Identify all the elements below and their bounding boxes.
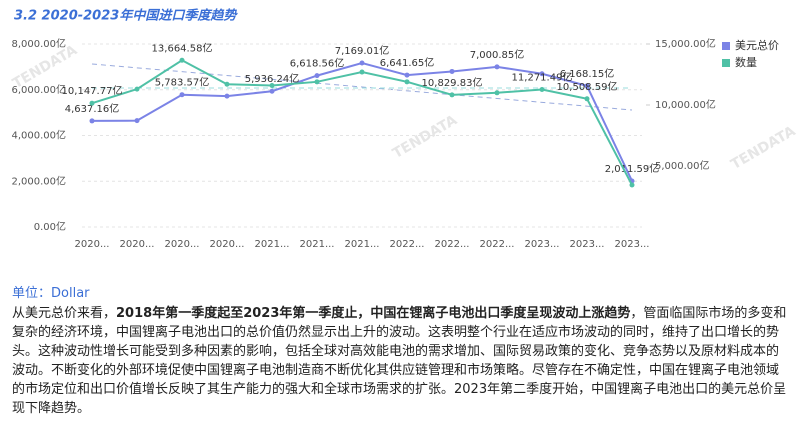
data-label: 11,271.49亿 — [512, 70, 573, 83]
data-point — [269, 88, 275, 94]
x-tick-label: 2023... — [525, 239, 560, 250]
y-tick-label: 2,000.00亿 — [11, 174, 66, 187]
x-tick-label: 2023... — [570, 239, 605, 250]
x-tick-label: 2022... — [435, 239, 470, 250]
legend-swatch — [722, 59, 730, 67]
y2-tick-label: 10,000.00亿 — [655, 98, 716, 111]
data-point — [494, 90, 500, 96]
unit-label: 单位：Dollar — [12, 286, 90, 301]
x-tick-label: 2021... — [345, 239, 380, 250]
data-label: 7,000.85亿 — [470, 48, 525, 61]
data-point — [404, 72, 410, 78]
x-tick-label: 2020... — [75, 239, 110, 250]
data-point — [269, 82, 275, 88]
x-tick-label: 2021... — [300, 239, 335, 250]
trend-line — [91, 63, 633, 111]
bold-text: 2018年第一季度起至2023年第一季度止，中国在锂离子电池出口季度呈现波动上涨… — [116, 306, 631, 321]
data-point — [359, 60, 365, 66]
legend-label: 数量 — [735, 56, 757, 69]
data-point — [539, 71, 545, 77]
document: 单位：Dollar 从美元总价来看，2018年第一季度起至2023年第一季度止，… — [12, 284, 788, 418]
y2-tick-label: 5,000.00亿 — [655, 159, 710, 172]
y-tick-label: 8,000.00亿 — [11, 37, 66, 50]
data-label: 5,936.24亿 — [245, 72, 300, 85]
data-point — [629, 182, 635, 188]
x-tick-label: 2022... — [390, 239, 425, 250]
data-point — [224, 93, 230, 99]
data-point — [89, 118, 95, 124]
data-point — [89, 100, 95, 106]
x-tick-label: 2023... — [615, 239, 650, 250]
y2-tick-label: 15,000.00亿 — [655, 37, 716, 50]
data-point — [494, 64, 500, 70]
data-point — [449, 68, 455, 74]
y-tick-label: 6,000.00亿 — [11, 83, 66, 96]
data-label: 10,829.83亿 — [422, 76, 483, 89]
data-label: 10,508.59亿 — [557, 80, 618, 93]
data-point — [404, 79, 410, 85]
text: 从美元总价来看， — [12, 306, 117, 321]
data-label: 6,641.65亿 — [380, 56, 435, 69]
text: ，管面临国际市场的多变和复杂的经济环境，中国锂离子电池出口的总价值仍然显示出上升… — [12, 306, 787, 416]
data-label: 13,664.58亿 — [152, 41, 213, 54]
data-label: 2,011.59亿 — [605, 162, 660, 175]
chart: 3.2 2020-2023年中国进口季度趋势 TENDATA TENDATA T… — [10, 8, 798, 251]
data-point — [359, 69, 365, 75]
data-point — [134, 86, 140, 92]
x-tick-label: 2021... — [255, 239, 290, 250]
data-point — [179, 57, 185, 63]
data-point — [449, 92, 455, 98]
paragraph: 从美元总价来看，2018年第一季度起至2023年第一季度止，中国在锂离子电池出口… — [12, 304, 788, 418]
data-label: 10,147.77亿 — [62, 84, 123, 97]
x-tick-label: 2020... — [165, 239, 200, 250]
y-tick-label: 0.00亿 — [34, 220, 66, 233]
watermark: TENDATA — [390, 112, 460, 162]
legend-swatch — [722, 42, 730, 50]
data-label: 5,783.57亿 — [155, 76, 210, 89]
data-point — [179, 92, 185, 98]
data-label: 4,637.16亿 — [65, 102, 120, 115]
data-label: 6,618.56亿 — [290, 57, 345, 70]
data-label: 7,169.01亿 — [335, 44, 390, 57]
watermark: TENDATA — [728, 123, 798, 173]
data-point — [314, 73, 320, 79]
data-point — [224, 81, 230, 87]
data-point — [134, 118, 140, 124]
data-point — [314, 79, 320, 85]
x-tick-label: 2020... — [210, 239, 245, 250]
y-tick-label: 4,000.00亿 — [11, 129, 66, 142]
data-point — [539, 86, 545, 92]
data-label: 6,168.15亿 — [560, 67, 615, 80]
data-point — [584, 96, 590, 102]
x-tick-label: 2020... — [120, 239, 155, 250]
legend-label: 美元总价 — [735, 38, 779, 52]
chart-title: 3.2 2020-2023年中国进口季度趋势 — [14, 8, 238, 24]
data-point — [584, 83, 590, 89]
x-tick-label: 2022... — [480, 239, 515, 250]
